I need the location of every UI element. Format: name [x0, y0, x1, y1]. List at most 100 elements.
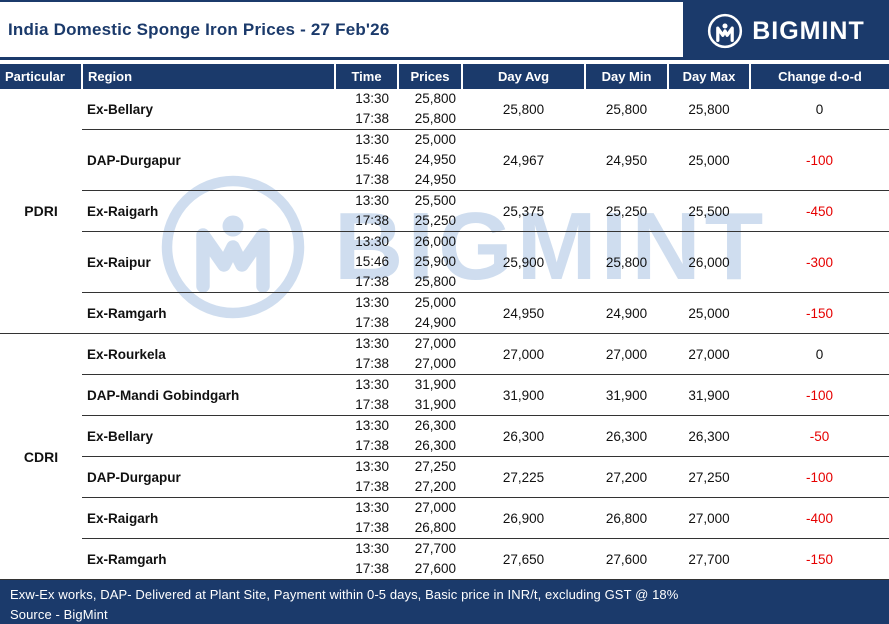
day-min-cell: 27,000 [585, 333, 668, 375]
price-value: 26,800 [414, 520, 456, 535]
price-value: 24,950 [414, 152, 456, 167]
day-avg-cell: 27,650 [462, 538, 585, 580]
time-cell: 13:30 15:46 17:38 [335, 231, 398, 293]
change-cell: -450 [750, 190, 889, 232]
price-value: 25,800 [414, 91, 456, 106]
change-cell: -100 [750, 129, 889, 191]
column-header-prices: Prices [397, 64, 463, 89]
price-cell: 25,000 24,950 24,950 [398, 129, 462, 191]
table-row: Ex-Raigarh 13:30 17:38 25,500 25,250 25,375 25… [0, 190, 889, 232]
time-cell: 13:30 15:46 17:38 [335, 129, 398, 191]
region-cell: Ex-Raipur [82, 231, 335, 293]
time-value: 17:38 [355, 397, 389, 412]
column-header-particular: Particular [0, 64, 83, 89]
change-cell: -100 [750, 456, 889, 498]
price-value: 25,500 [414, 193, 456, 208]
price-value: 25,250 [414, 213, 456, 228]
bigmint-logo-icon [707, 13, 743, 49]
price-value: 27,250 [414, 459, 456, 474]
table-header-row: Particular Region Time Prices Day Avg Day Min… [0, 64, 889, 89]
price-value: 25,900 [414, 254, 456, 269]
price-value: 27,000 [414, 356, 456, 371]
price-value: 26,000 [414, 234, 456, 249]
day-min-cell: 24,900 [585, 292, 668, 334]
change-cell: 0 [815, 101, 824, 117]
table-area: BIGMINT Particular Region Time Prices Day Av… [0, 64, 889, 580]
region-cell: DAP-Durgapur [82, 456, 335, 498]
change-cell: -150 [750, 292, 889, 334]
time-cell: 13:30 17:38 [335, 374, 398, 416]
price-cell: 25,000 24,900 [398, 292, 462, 334]
day-max-cell: 27,000 [668, 497, 750, 539]
day-max-cell: 27,250 [668, 456, 750, 498]
day-min-cell: 25,800 [605, 101, 648, 117]
particular-cell: PDRI [24, 203, 58, 219]
price-value: 31,900 [414, 397, 456, 412]
day-avg-cell: 31,900 [462, 374, 585, 416]
price-cell: 27,000 26,800 [398, 497, 462, 539]
time-cell: 13:30 17:38 [335, 292, 398, 334]
day-max-cell: 27,000 [668, 333, 750, 375]
title-area: India Domestic Sponge Iron Prices - 27 F… [0, 2, 683, 60]
day-avg-cell: 24,950 [462, 292, 585, 334]
region-cell: Ex-Bellary [82, 415, 335, 457]
price-cell: 31,900 31,900 [398, 374, 462, 416]
page-title: India Domestic Sponge Iron Prices - 27 F… [8, 19, 390, 39]
region-cell: Ex-Raigarh [82, 497, 335, 539]
region-cell: DAP-Durgapur [82, 129, 335, 191]
table-row: Ex-Ramgarh 13:30 17:38 27,700 27,600 27,650 27… [0, 538, 889, 580]
day-max-cell: 31,900 [668, 374, 750, 416]
time-cell: 13:30 17:38 [335, 89, 398, 130]
price-value: 25,000 [414, 132, 456, 147]
price-value: 27,700 [414, 541, 456, 556]
price-value: 25,800 [414, 111, 456, 126]
change-cell: 0 [750, 333, 889, 375]
day-max-cell: 25,000 [668, 292, 750, 334]
change-cell: -150 [750, 538, 889, 580]
column-header-day-min: Day Min [584, 64, 669, 89]
table-row: Ex-Bellary 13:30 17:38 26,300 26,300 26,300 26… [0, 415, 889, 457]
time-value: 17:38 [355, 172, 389, 187]
time-value: 17:38 [355, 561, 389, 576]
table-row: Ex-Raipur 13:30 15:46 17:38 26,000 25,900 25,8… [0, 231, 889, 293]
time-value: 17:38 [355, 479, 389, 494]
time-value: 13:30 [355, 295, 389, 310]
day-max-cell: 26,300 [668, 415, 750, 457]
day-min-cell: 24,950 [585, 129, 668, 191]
day-min-cell: 25,800 [585, 231, 668, 293]
time-cell: 13:30 17:38 [335, 538, 398, 580]
price-value: 27,600 [414, 561, 456, 576]
time-value: 17:38 [355, 315, 389, 330]
column-header-change-d-o-d: Change d-o-d [749, 64, 889, 89]
time-value: 13:30 [355, 91, 389, 106]
change-cell: -400 [750, 497, 889, 539]
day-avg-cell: 25,375 [462, 190, 585, 232]
day-avg-cell: 25,900 [462, 231, 585, 293]
day-max-cell: 25,500 [668, 190, 750, 232]
time-value: 13:30 [355, 336, 389, 351]
time-value: 15:46 [355, 254, 389, 269]
prices-table: Particular Region Time Prices Day Avg Day Min… [0, 64, 889, 580]
price-value: 26,300 [414, 418, 456, 433]
time-value: 17:38 [355, 356, 389, 371]
price-value: 24,950 [414, 172, 456, 187]
footer: Exw-Ex works, DAP- Delivered at Plant Si… [0, 580, 889, 624]
day-min-cell: 31,900 [585, 374, 668, 416]
table-row: DAP-Durgapur 13:30 17:38 27,250 27,200 27,225… [0, 456, 889, 498]
table-row: Ex-Ramgarh 13:30 17:38 25,000 24,900 24,950 24… [0, 292, 889, 334]
price-value: 25,000 [414, 295, 456, 310]
price-cell: 25,500 25,250 [398, 190, 462, 232]
time-value: 15:46 [355, 152, 389, 167]
region-cell: Ex-Rourkela [82, 333, 335, 375]
table-row: CDRI Ex-Rourkela 13:30 17:38 27,000 27,000 27,… [0, 333, 889, 580]
day-min-cell: 27,600 [585, 538, 668, 580]
table-row: DAP-Durgapur 13:30 15:46 17:38 25,000 24,950 2… [0, 129, 889, 191]
price-value: 24,900 [414, 315, 456, 330]
day-avg-cell: 27,225 [462, 456, 585, 498]
column-header-day-max: Day Max [667, 64, 751, 89]
day-avg-cell: 25,800 [502, 101, 545, 117]
price-cell: 25,800 25,800 [398, 89, 462, 130]
day-max-cell: 25,800 [688, 101, 730, 117]
table-body: PDRI Ex-Bellary 13:30 17:38 25,800 25,800 25,8… [0, 89, 889, 580]
